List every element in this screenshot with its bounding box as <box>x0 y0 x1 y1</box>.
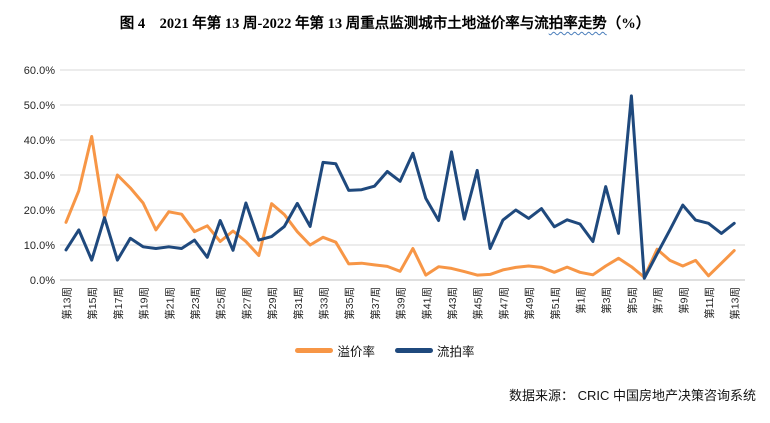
x-tick-label: 第49周 <box>523 287 536 320</box>
y-tick-label: 20.0% <box>24 205 55 217</box>
legend-label-premium-rate: 溢价率 <box>337 345 375 359</box>
y-tick-label: 60.0% <box>24 65 55 77</box>
x-tick-label: 第11周 <box>703 287 716 319</box>
x-tick-label: 第29周 <box>266 287 279 320</box>
x-tick-label: 第45周 <box>472 287 485 320</box>
x-tick-label: 第1周 <box>575 287 588 314</box>
x-tick-label: 第41周 <box>420 287 433 320</box>
x-tick-label: 第39周 <box>395 287 408 320</box>
legend-item-premium-rate: 溢价率 <box>295 341 375 360</box>
legend-item-failure-rate: 流拍率 <box>395 341 475 360</box>
premium-rate-line-swatch <box>295 348 334 353</box>
x-tick-label: 第35周 <box>343 287 356 320</box>
x-tick-label: 第5周 <box>626 287 639 314</box>
x-tick-label: 第15周 <box>86 287 99 320</box>
x-tick-label: 第31周 <box>292 287 305 320</box>
failure-rate-line-swatch <box>395 348 433 353</box>
x-tick-label: 第47周 <box>497 287 510 320</box>
x-tick-label: 第9周 <box>677 287 690 314</box>
chart-title-suffix: （%） <box>606 16 651 32</box>
failure-rate-line <box>64 94 736 280</box>
chart-title-text: 图 4 2021 年第 13 周-2022 年第 13 周重点监测城市土地溢价率… <box>119 16 549 32</box>
x-tick-label: 第43周 <box>446 287 459 320</box>
x-tick-label: 第13周 <box>61 287 74 320</box>
x-tick-label: 第13周 <box>729 287 742 320</box>
y-tick-label: 10.0% <box>24 240 55 252</box>
chart-title: 图 4 2021 年第 13 周-2022 年第 13 周重点监测城市土地溢价率… <box>0 12 770 33</box>
x-tick-label: 第21周 <box>163 287 176 320</box>
x-tick-label: 第3周 <box>600 287 613 314</box>
y-tick-label: 0.0% <box>30 275 55 287</box>
chart-title-underlined-text: 拍率走势 <box>548 16 607 32</box>
x-tick-label: 第37周 <box>369 287 382 320</box>
y-tick-label: 50.0% <box>24 100 55 112</box>
x-tick-label: 第27周 <box>240 287 253 320</box>
x-tick-label: 第19周 <box>138 287 151 320</box>
x-tick-label: 第23周 <box>189 287 202 320</box>
legend-label-failure-rate: 流拍率 <box>437 345 475 359</box>
x-tick-label: 第17周 <box>112 287 125 320</box>
data-source-note: 数据来源： CRIC 中国房地产决策咨询系统 <box>508 388 756 403</box>
x-tick-label: 第51周 <box>549 287 562 320</box>
x-tick-label: 第7周 <box>652 287 665 314</box>
y-tick-label: 40.0% <box>24 135 55 147</box>
premium-rate-line <box>64 135 736 279</box>
x-tick-label: 第33周 <box>318 287 331 320</box>
x-tick-label: 第25周 <box>215 287 228 320</box>
chart-legend: 溢价率 流拍率 <box>0 341 770 360</box>
y-tick-label: 30.0% <box>24 170 55 182</box>
